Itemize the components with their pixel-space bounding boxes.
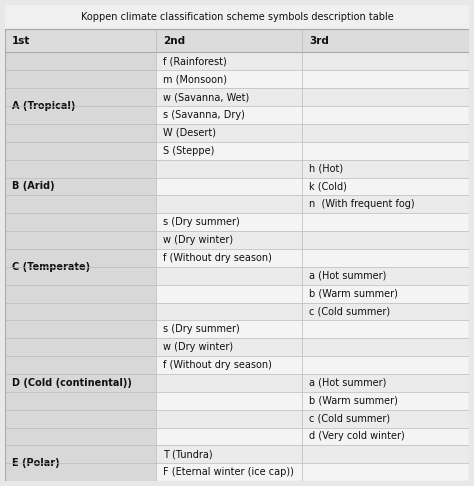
Text: k (Cold): k (Cold) [309, 181, 347, 191]
Text: b (Warm summer): b (Warm summer) [309, 396, 398, 406]
Bar [5, 446, 155, 481]
Text: d (Very cold winter): d (Very cold winter) [309, 432, 405, 441]
Bar [155, 428, 302, 446]
Text: D (Cold (continental)): D (Cold (continental)) [12, 378, 132, 388]
Bar [302, 338, 469, 356]
Bar [302, 356, 469, 374]
Bar [302, 374, 469, 392]
Text: Koppen climate classification scheme symbols description table: Koppen climate classification scheme sym… [81, 12, 393, 22]
Text: T (Tundra): T (Tundra) [163, 450, 212, 459]
Bar [155, 356, 302, 374]
Text: s (Dry summer): s (Dry summer) [163, 324, 239, 334]
Bar [155, 249, 302, 267]
Text: E (Polar): E (Polar) [12, 458, 59, 469]
Bar [302, 392, 469, 410]
Bar [302, 52, 469, 70]
Bar [302, 124, 469, 142]
Bar [302, 142, 469, 160]
Bar [302, 428, 469, 446]
Bar [155, 267, 302, 285]
Bar [155, 302, 302, 320]
Text: w (Dry winter): w (Dry winter) [163, 342, 233, 352]
Bar [302, 302, 469, 320]
Text: f (Without dry season): f (Without dry season) [163, 360, 272, 370]
Bar [302, 195, 469, 213]
Bar [155, 285, 302, 302]
Bar [302, 231, 469, 249]
Bar [302, 160, 469, 177]
Bar [155, 70, 302, 88]
Bar [155, 177, 302, 195]
Bar [302, 285, 469, 302]
Bar [302, 177, 469, 195]
Bar [302, 249, 469, 267]
Bar [155, 231, 302, 249]
Text: b (Warm summer): b (Warm summer) [309, 289, 398, 298]
Bar [302, 70, 469, 88]
Text: f (Rainforest): f (Rainforest) [163, 56, 227, 67]
Bar [5, 159, 155, 213]
Bar [5, 52, 155, 160]
Text: 2nd: 2nd [163, 35, 185, 46]
Bar [5, 320, 155, 446]
Text: S (Steppe): S (Steppe) [163, 146, 214, 156]
Text: W (Desert): W (Desert) [163, 128, 216, 138]
Text: B (Arid): B (Arid) [12, 181, 55, 191]
Bar [5, 29, 469, 52]
Text: a (Hot summer): a (Hot summer) [309, 378, 386, 388]
Bar [302, 213, 469, 231]
Bar [155, 338, 302, 356]
Bar [155, 142, 302, 160]
Text: w (Dry winter): w (Dry winter) [163, 235, 233, 245]
Text: F (Eternal winter (ice cap)): F (Eternal winter (ice cap)) [163, 467, 293, 477]
Bar [155, 124, 302, 142]
Bar [155, 410, 302, 428]
Bar [155, 392, 302, 410]
Text: s (Savanna, Dry): s (Savanna, Dry) [163, 110, 245, 120]
Text: n  (With frequent fog): n (With frequent fog) [309, 199, 415, 209]
Bar [155, 195, 302, 213]
Bar [155, 463, 302, 481]
Text: w (Savanna, Wet): w (Savanna, Wet) [163, 92, 249, 102]
Bar [5, 213, 155, 320]
Bar [302, 88, 469, 106]
Text: C (Temperate): C (Temperate) [12, 262, 90, 272]
Bar [302, 320, 469, 338]
Bar [302, 446, 469, 463]
Bar [5, 5, 469, 29]
Bar [155, 52, 302, 70]
Bar [302, 410, 469, 428]
Bar [302, 463, 469, 481]
Bar [302, 267, 469, 285]
Bar [155, 320, 302, 338]
Bar [302, 106, 469, 124]
Text: 3rd: 3rd [309, 35, 329, 46]
Text: A (Tropical): A (Tropical) [12, 101, 75, 111]
Text: m (Monsoon): m (Monsoon) [163, 74, 227, 84]
Bar [155, 88, 302, 106]
Text: a (Hot summer): a (Hot summer) [309, 271, 386, 281]
Text: s (Dry summer): s (Dry summer) [163, 217, 239, 227]
Text: 1st: 1st [12, 35, 30, 46]
Text: h (Hot): h (Hot) [309, 164, 343, 174]
Text: c (Cold summer): c (Cold summer) [309, 414, 390, 424]
Text: c (Cold summer): c (Cold summer) [309, 307, 390, 316]
Bar [155, 374, 302, 392]
Bar [155, 213, 302, 231]
Bar [155, 160, 302, 177]
Bar [155, 106, 302, 124]
Bar [155, 446, 302, 463]
Text: f (Without dry season): f (Without dry season) [163, 253, 272, 263]
